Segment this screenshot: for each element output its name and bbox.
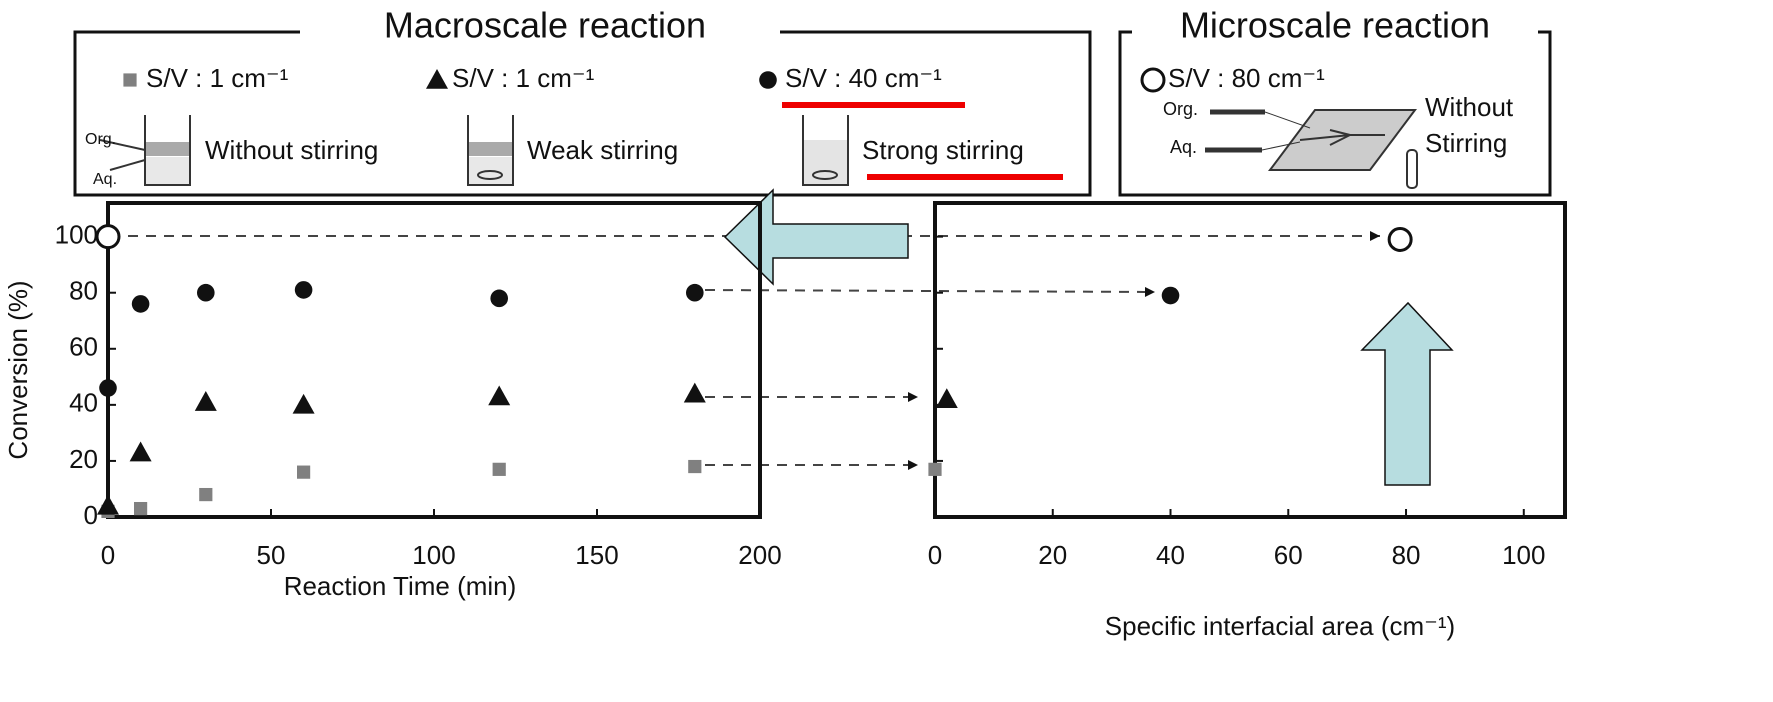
marker-triangle [683,382,706,403]
marker-triangle [488,385,511,406]
marker-square [928,462,942,476]
guide-arrow [128,231,1380,470]
marker-triangle [935,388,958,409]
x-tick-label: 150 [575,540,618,570]
org-label: Org. [85,131,116,148]
marker-circle [1161,286,1180,305]
block-arrow [1360,301,1454,486]
y-tick-label: 20 [69,444,98,474]
marker-triangle [194,391,217,411]
aq-label: Aq. [1170,137,1197,157]
marker-square [297,465,311,479]
marker-circle [490,289,509,308]
org-label: Org. [1163,99,1198,119]
plot-frame [106,201,762,519]
legend-marker [1140,67,1166,93]
y-tick-label: 40 [69,388,98,418]
legend-marker [123,73,137,87]
y-tick-label: 0 [84,500,98,530]
aq-label: Aq. [93,171,117,188]
title-gap [300,10,780,50]
legend-marker [426,69,448,89]
marker-open-circle [1387,226,1413,252]
x-tick-label: 0 [101,540,115,570]
plot-frame [933,201,1567,519]
x-tick-label: 100 [412,540,455,570]
marker-square [688,459,702,474]
legend-stirring-box: Without Stirring [1425,92,1514,158]
marker-circle [197,283,215,302]
legend-label: S/V : 80 cm⁻¹ [1168,63,1325,93]
title-gap [1132,10,1538,50]
marker-open-circle [95,224,121,250]
x-axis-label: Reaction Time (min) [284,571,517,601]
marker-triangle [97,494,119,515]
x-tick-label: 200 [738,540,781,570]
y-axis-label: Conversion (%) [3,280,33,459]
marker-square [492,462,506,476]
legend-stirring: Without stirring [205,135,378,165]
x-tick-label: 60 [1274,540,1303,570]
beaker-icon [99,115,849,186]
legend-marker [759,71,777,89]
legend-group-title: Microscale reaction [1180,5,1490,46]
block-arrow [723,188,909,286]
y-tick-label: 80 [69,276,98,306]
marker-circle [686,283,704,302]
x-tick-label: 50 [257,540,286,570]
legend-label: S/V : 40 cm⁻¹ [785,63,942,93]
y-tick-label: 100 [55,220,98,250]
macro-legend-box [73,30,1092,197]
x-tick-label: 80 [1392,540,1421,570]
legend-group-title: Macroscale reaction [384,5,706,46]
legend-stirring: Without Stirring [1425,92,1514,158]
x-tick-label: 100 [1502,540,1545,570]
marker-triangle [129,441,152,462]
marker-circle [99,379,117,397]
legend-stirring: Strong stirring [862,135,1024,165]
marker-circle [294,281,313,299]
x-tick-label: 20 [1038,540,1067,570]
microreactor-icon [1205,109,1418,189]
legend-label: S/V : 1 cm⁻¹ [146,63,289,93]
y-tick-label: 60 [69,332,98,362]
legend-stirring: Weak stirring [527,135,678,165]
x-tick-label: 0 [928,540,942,570]
marker-triangle [292,393,315,414]
x-axis-label: Specific interfacial area (cm⁻¹) [1105,611,1455,641]
marker-square [134,501,148,516]
legend-label: S/V : 1 cm⁻¹ [452,63,595,93]
x-tick-label: 40 [1156,540,1185,570]
marker-circle [131,295,150,313]
marker-square [199,487,213,502]
